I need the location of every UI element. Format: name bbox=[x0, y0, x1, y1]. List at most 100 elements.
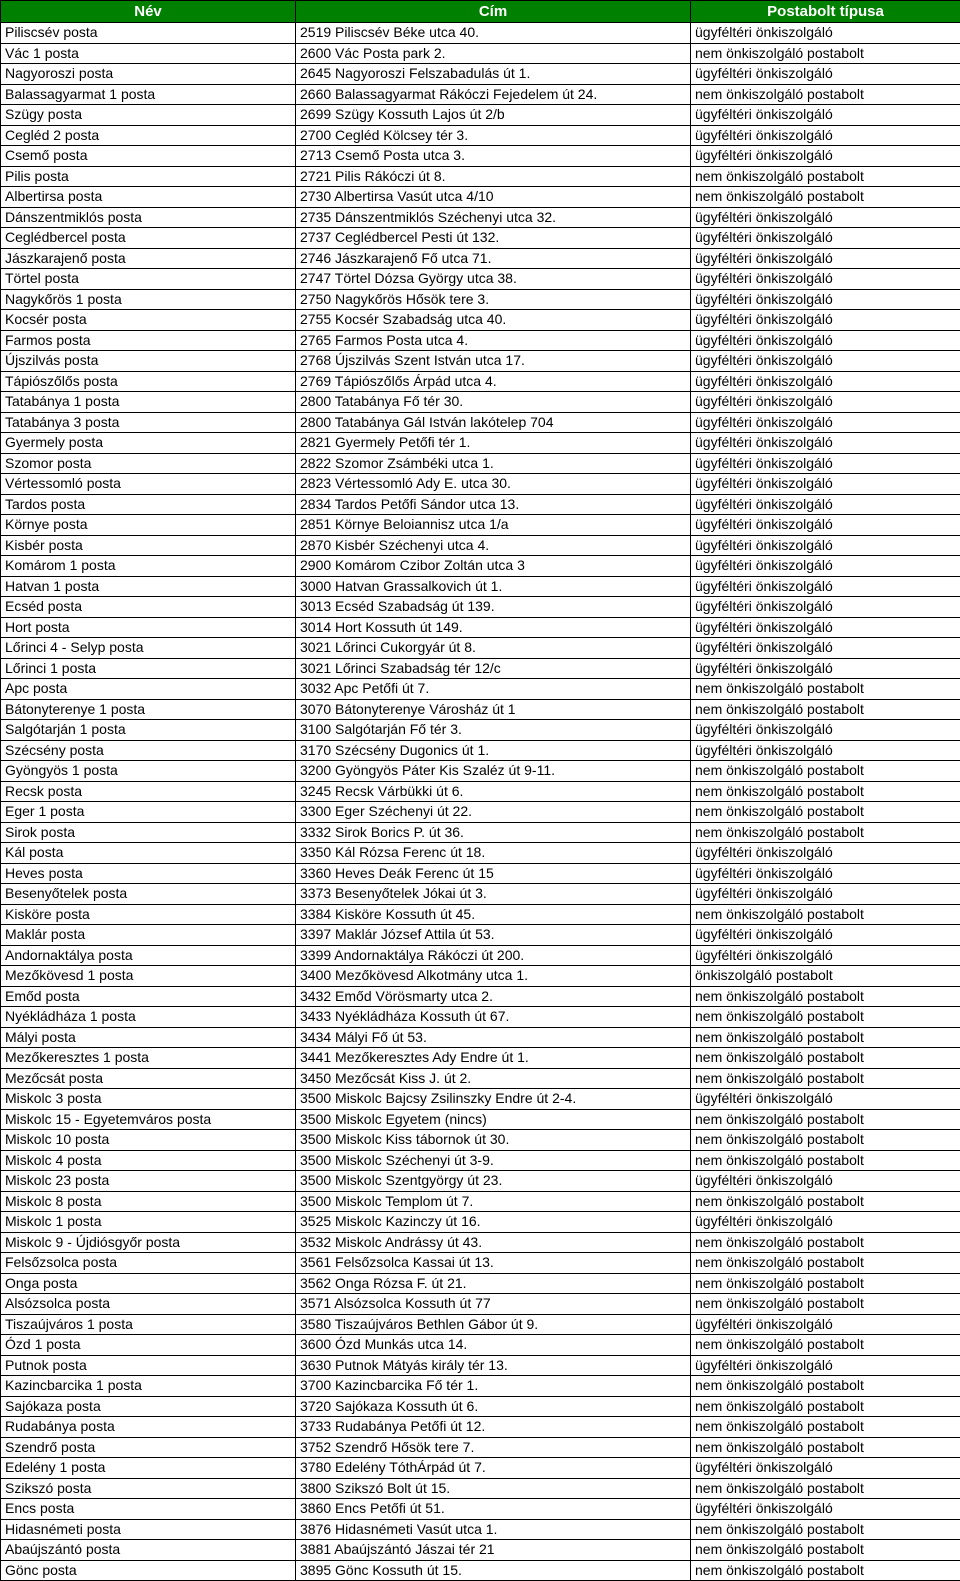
cell-type: nem önkiszolgáló postabolt bbox=[691, 1335, 960, 1356]
cell-name: Nagykőrös 1 posta bbox=[1, 289, 296, 310]
cell-address: 3733 Rudabánya Petőfi út 12. bbox=[296, 1417, 691, 1438]
cell-type: ügyféltéri önkiszolgáló bbox=[691, 884, 960, 905]
cell-address: 3245 Recsk Várbükki út 6. bbox=[296, 781, 691, 802]
cell-name: Putnok posta bbox=[1, 1355, 296, 1376]
table-row: Szomor posta2822 Szomor Zsámbéki utca 1.… bbox=[1, 453, 960, 474]
cell-type: ügyféltéri önkiszolgáló bbox=[691, 105, 960, 126]
cell-type: ügyféltéri önkiszolgáló bbox=[691, 207, 960, 228]
cell-name: Tiszaújváros 1 posta bbox=[1, 1314, 296, 1335]
table-row: Mályi posta3434 Mályi Fő út 53.nem önkis… bbox=[1, 1027, 960, 1048]
cell-address: 3562 Onga Rózsa F. út 21. bbox=[296, 1273, 691, 1294]
cell-name: Jászkarajenő posta bbox=[1, 248, 296, 269]
cell-address: 2765 Farmos Posta utca 4. bbox=[296, 330, 691, 351]
cell-name: Tápiószőlős posta bbox=[1, 371, 296, 392]
cell-name: Ceglédbercel posta bbox=[1, 228, 296, 249]
cell-address: 2768 Újszilvás Szent István utca 17. bbox=[296, 351, 691, 372]
cell-type: ügyféltéri önkiszolgáló bbox=[691, 269, 960, 290]
cell-name: Tatabánya 3 posta bbox=[1, 412, 296, 433]
table-row: Ecséd posta3013 Ecséd Szabadság út 139.ü… bbox=[1, 597, 960, 618]
table-body: Piliscsév posta2519 Piliscsév Béke utca … bbox=[1, 23, 960, 1581]
cell-name: Sajókaza posta bbox=[1, 1396, 296, 1417]
cell-address: 3780 Edelény TóthÁrpád út 7. bbox=[296, 1458, 691, 1479]
cell-type: ügyféltéri önkiszolgáló bbox=[691, 1089, 960, 1110]
cell-type: ügyféltéri önkiszolgáló bbox=[691, 412, 960, 433]
cell-address: 3100 Salgótarján Fő tér 3. bbox=[296, 720, 691, 741]
post-office-table: Név Cím Postabolt típusa Piliscsév posta… bbox=[0, 0, 960, 1581]
cell-type: ügyféltéri önkiszolgáló bbox=[691, 1355, 960, 1376]
cell-name: Sirok posta bbox=[1, 822, 296, 843]
table-row: Alsózsolca posta3571 Alsózsolca Kossuth … bbox=[1, 1294, 960, 1315]
col-header-type: Postabolt típusa bbox=[691, 1, 960, 23]
cell-name: Piliscsév posta bbox=[1, 23, 296, 44]
cell-address: 2900 Komárom Czibor Zoltán utca 3 bbox=[296, 556, 691, 577]
cell-address: 3571 Alsózsolca Kossuth út 77 bbox=[296, 1294, 691, 1315]
col-header-name: Név bbox=[1, 1, 296, 23]
table-row: Szécsény posta3170 Szécsény Dugonics út … bbox=[1, 740, 960, 761]
table-row: Szügy posta2699 Szügy Kossuth Lajos út 2… bbox=[1, 105, 960, 126]
cell-type: nem önkiszolgáló postabolt bbox=[691, 1437, 960, 1458]
cell-address: 2735 Dánszentmiklós Széchenyi utca 32. bbox=[296, 207, 691, 228]
cell-type: nem önkiszolgáló postabolt bbox=[691, 1417, 960, 1438]
table-row: Andornaktálya posta3399 Andornaktálya Rá… bbox=[1, 945, 960, 966]
table-row: Hidasnémeti posta3876 Hidasnémeti Vasút … bbox=[1, 1519, 960, 1540]
table-row: Encs posta3860 Encs Petőfi út 51.ügyfélt… bbox=[1, 1499, 960, 1520]
table-header-row: Név Cím Postabolt típusa bbox=[1, 1, 960, 23]
cell-name: Miskolc 3 posta bbox=[1, 1089, 296, 1110]
cell-name: Miskolc 9 - Újdiósgyőr posta bbox=[1, 1232, 296, 1253]
cell-address: 3532 Miskolc Andrássy út 43. bbox=[296, 1232, 691, 1253]
cell-address: 3432 Emőd Vörösmarty utca 2. bbox=[296, 986, 691, 1007]
cell-name: Edelény 1 posta bbox=[1, 1458, 296, 1479]
cell-address: 2822 Szomor Zsámbéki utca 1. bbox=[296, 453, 691, 474]
cell-address: 3450 Mezőcsát Kiss J. út 2. bbox=[296, 1068, 691, 1089]
cell-address: 3433 Nyékládháza Kossuth út 67. bbox=[296, 1007, 691, 1028]
table-row: Mezőkeresztes 1 posta3441 Mezőkeresztes … bbox=[1, 1048, 960, 1069]
cell-name: Dánszentmiklós posta bbox=[1, 207, 296, 228]
table-row: Miskolc 8 posta3500 Miskolc Templom út 7… bbox=[1, 1191, 960, 1212]
table-row: Heves posta3360 Heves Deák Ferenc út 15ü… bbox=[1, 863, 960, 884]
cell-type: ügyféltéri önkiszolgáló bbox=[691, 1458, 960, 1479]
cell-address: 3384 Kisköre Kossuth út 45. bbox=[296, 904, 691, 925]
cell-type: nem önkiszolgáló postabolt bbox=[691, 679, 960, 700]
cell-name: Hidasnémeti posta bbox=[1, 1519, 296, 1540]
table-row: Jászkarajenő posta2746 Jászkarajenő Fő u… bbox=[1, 248, 960, 269]
table-row: Besenyőtelek posta3373 Besenyőtelek Jóka… bbox=[1, 884, 960, 905]
cell-address: 3720 Sajókaza Kossuth út 6. bbox=[296, 1396, 691, 1417]
cell-name: Emőd posta bbox=[1, 986, 296, 1007]
cell-address: 3580 Tiszaújváros Bethlen Gábor út 9. bbox=[296, 1314, 691, 1335]
table-row: Miskolc 15 - Egyetemváros posta3500 Misk… bbox=[1, 1109, 960, 1130]
cell-address: 3525 Miskolc Kazinczy út 16. bbox=[296, 1212, 691, 1233]
cell-address: 2769 Tápiószőlős Árpád utca 4. bbox=[296, 371, 691, 392]
cell-name: Gyöngyös 1 posta bbox=[1, 761, 296, 782]
cell-address: 3500 Miskolc Szentgyörgy út 23. bbox=[296, 1171, 691, 1192]
cell-type: önkiszolgáló postabolt bbox=[691, 966, 960, 987]
cell-type: nem önkiszolgáló postabolt bbox=[691, 822, 960, 843]
cell-address: 3350 Kál Rózsa Ferenc út 18. bbox=[296, 843, 691, 864]
cell-name: Kisbér posta bbox=[1, 535, 296, 556]
table-row: Tápiószőlős posta2769 Tápiószőlős Árpád … bbox=[1, 371, 960, 392]
cell-name: Eger 1 posta bbox=[1, 802, 296, 823]
cell-address: 3500 Miskolc Széchenyi út 3-9. bbox=[296, 1150, 691, 1171]
table-row: Ózd 1 posta3600 Ózd Munkás utca 14.nem ö… bbox=[1, 1335, 960, 1356]
cell-type: nem önkiszolgáló postabolt bbox=[691, 1273, 960, 1294]
cell-type: ügyféltéri önkiszolgáló bbox=[691, 945, 960, 966]
cell-name: Tardos posta bbox=[1, 494, 296, 515]
cell-type: nem önkiszolgáló postabolt bbox=[691, 187, 960, 208]
cell-name: Kisköre posta bbox=[1, 904, 296, 925]
cell-address: 3021 Lőrinci Szabadság tér 12/c bbox=[296, 658, 691, 679]
cell-type: ügyféltéri önkiszolgáló bbox=[691, 556, 960, 577]
cell-name: Vértessomló posta bbox=[1, 474, 296, 495]
cell-address: 3434 Mályi Fő út 53. bbox=[296, 1027, 691, 1048]
cell-type: nem önkiszolgáló postabolt bbox=[691, 1068, 960, 1089]
cell-name: Szügy posta bbox=[1, 105, 296, 126]
table-row: Törtel posta2747 Törtel Dózsa György utc… bbox=[1, 269, 960, 290]
table-row: Gyermely posta2821 Gyermely Petőfi tér 1… bbox=[1, 433, 960, 454]
cell-type: ügyféltéri önkiszolgáló bbox=[691, 351, 960, 372]
cell-type: nem önkiszolgáló postabolt bbox=[691, 84, 960, 105]
cell-name: Maklár posta bbox=[1, 925, 296, 946]
cell-type: ügyféltéri önkiszolgáló bbox=[691, 433, 960, 454]
cell-type: nem önkiszolgáló postabolt bbox=[691, 1027, 960, 1048]
cell-name: Kocsér posta bbox=[1, 310, 296, 331]
cell-name: Törtel posta bbox=[1, 269, 296, 290]
cell-address: 3500 Miskolc Kiss tábornok út 30. bbox=[296, 1130, 691, 1151]
table-row: Gyöngyös 1 posta3200 Gyöngyös Páter Kis … bbox=[1, 761, 960, 782]
